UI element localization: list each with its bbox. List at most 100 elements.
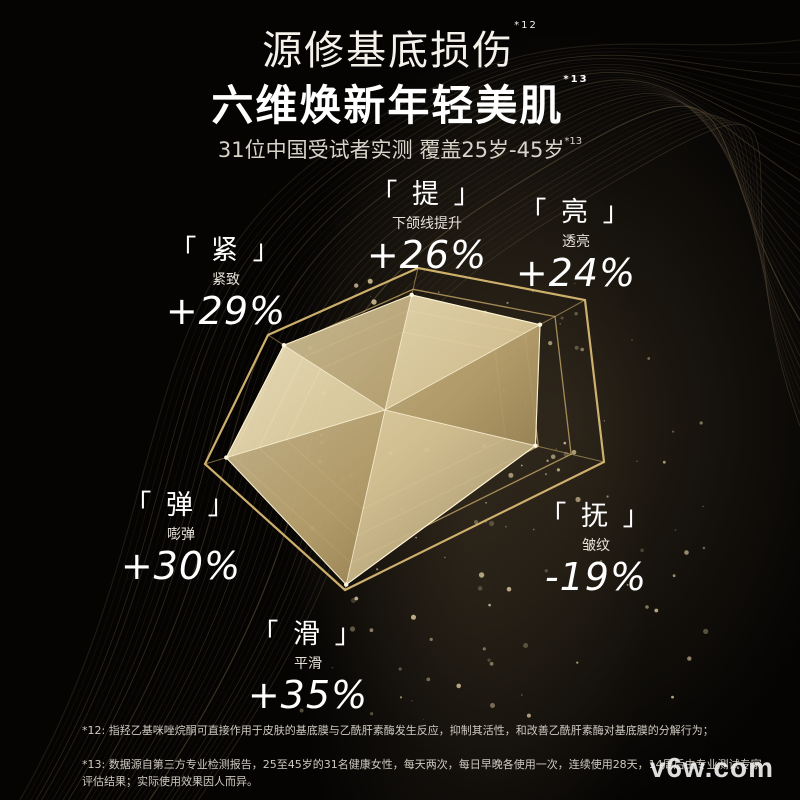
swirl-line bbox=[52, 63, 800, 800]
swirl-line bbox=[100, 86, 800, 800]
axis-bright: 「 亮 」 透亮 +24% bbox=[496, 190, 656, 295]
sparkle bbox=[532, 528, 535, 531]
radar-point bbox=[533, 443, 538, 448]
swirl-line bbox=[154, 108, 800, 800]
sparkle bbox=[354, 283, 359, 288]
sparkle bbox=[571, 449, 577, 455]
sparkle bbox=[560, 316, 564, 320]
sparkle bbox=[299, 708, 304, 713]
sparkle bbox=[474, 520, 479, 525]
subtitle: 31位中国受试者实测 覆盖25岁-45岁*13 bbox=[217, 136, 583, 162]
sparkle bbox=[699, 421, 703, 425]
swirl-line bbox=[84, 79, 800, 800]
sparkle bbox=[376, 568, 379, 571]
sparkle bbox=[506, 301, 509, 305]
axis-value: +29% bbox=[165, 289, 287, 333]
axis-name: 「 弹 」 bbox=[124, 490, 238, 521]
sparkle bbox=[370, 712, 374, 716]
sparkle bbox=[415, 536, 417, 539]
sparkle bbox=[398, 667, 402, 671]
sparkle bbox=[521, 694, 523, 696]
sparkle bbox=[489, 661, 494, 666]
sparkle bbox=[550, 454, 556, 460]
axis-desc: 透亮 bbox=[562, 234, 590, 250]
footnote-12: *12: 指羟乙基咪唑烷酮可直接作用于皮肤的基底膜与乙酰肝素酶发生反应，抑制其活… bbox=[82, 724, 714, 737]
sparkle bbox=[349, 626, 356, 632]
sparkle bbox=[576, 661, 579, 664]
swirl-line bbox=[68, 71, 800, 800]
axis-desc: 下颌线提升 bbox=[392, 216, 462, 232]
sparkle bbox=[367, 278, 373, 284]
sparkle bbox=[599, 560, 603, 563]
swirl-line bbox=[79, 77, 800, 800]
sparkle bbox=[574, 312, 578, 316]
sparkle bbox=[575, 496, 581, 503]
axis-value: +35% bbox=[247, 673, 369, 717]
axis-value: -19% bbox=[544, 555, 648, 599]
radar-point bbox=[409, 292, 414, 298]
sparkle bbox=[487, 658, 491, 662]
axis-desc: 嘭弹 bbox=[167, 527, 195, 543]
axis-name: 「 抚 」 bbox=[539, 501, 653, 532]
swirl-line bbox=[133, 99, 800, 800]
axis-desc: 紧致 bbox=[212, 272, 240, 288]
sparkle bbox=[490, 703, 495, 708]
axis-name: 「 紧 」 bbox=[169, 235, 283, 266]
axis-wrinkle: 「 抚 」 皱纹 -19% bbox=[516, 494, 676, 599]
sparkle bbox=[703, 628, 709, 635]
sparkle bbox=[489, 520, 495, 527]
swirl-line bbox=[127, 97, 800, 800]
sparkle bbox=[702, 505, 704, 508]
axis-desc: 皱纹 bbox=[582, 538, 610, 554]
swirl-line bbox=[122, 95, 800, 800]
sparkle bbox=[508, 472, 514, 478]
sparkle bbox=[478, 572, 485, 578]
sparkle bbox=[485, 502, 487, 504]
sparkle bbox=[526, 713, 531, 718]
swirl-line bbox=[138, 101, 800, 800]
sparkle bbox=[563, 441, 567, 445]
sparkle bbox=[477, 586, 483, 591]
sparkle bbox=[555, 448, 558, 450]
title-line2: 六维焕新年轻美肌*13 bbox=[211, 74, 589, 130]
swirl-line bbox=[41, 57, 800, 800]
sparkle bbox=[626, 583, 629, 586]
sparkle bbox=[640, 548, 644, 553]
sparkle bbox=[488, 603, 491, 607]
sparkle bbox=[580, 347, 584, 352]
sparkle bbox=[674, 529, 677, 531]
sparkle bbox=[556, 468, 561, 472]
sparkle bbox=[544, 569, 548, 573]
sparkle bbox=[354, 596, 359, 601]
axis-bounce: 「 弹 」 嘭弹 +30% bbox=[101, 483, 261, 588]
sparkle bbox=[546, 459, 549, 462]
sparkle bbox=[636, 460, 638, 463]
sparkle bbox=[545, 473, 547, 475]
sparkle bbox=[444, 556, 446, 559]
sparkle bbox=[371, 299, 377, 305]
sparkle bbox=[370, 295, 372, 298]
sparkle bbox=[456, 683, 462, 689]
sparkle bbox=[606, 495, 609, 498]
swirl-line bbox=[57, 66, 800, 800]
sparkle bbox=[411, 700, 413, 702]
sparkle bbox=[631, 339, 633, 342]
sparkle bbox=[687, 656, 692, 661]
radar-facet bbox=[283, 294, 413, 411]
swirl-line bbox=[89, 81, 800, 800]
swirl-line bbox=[143, 103, 800, 800]
axis-name: 「 滑 」 bbox=[251, 619, 365, 650]
axis-name: 「 提 」 bbox=[370, 179, 484, 210]
sparkle bbox=[399, 696, 403, 699]
sparkle bbox=[331, 666, 334, 669]
sparkle bbox=[506, 586, 512, 592]
sparkle bbox=[574, 345, 579, 350]
swirl-line bbox=[46, 61, 800, 800]
sparkle bbox=[574, 282, 576, 284]
axis-value: +24% bbox=[515, 251, 637, 295]
radar-point bbox=[537, 322, 543, 327]
swirl-line bbox=[35, 54, 800, 800]
sparkle bbox=[647, 357, 651, 360]
